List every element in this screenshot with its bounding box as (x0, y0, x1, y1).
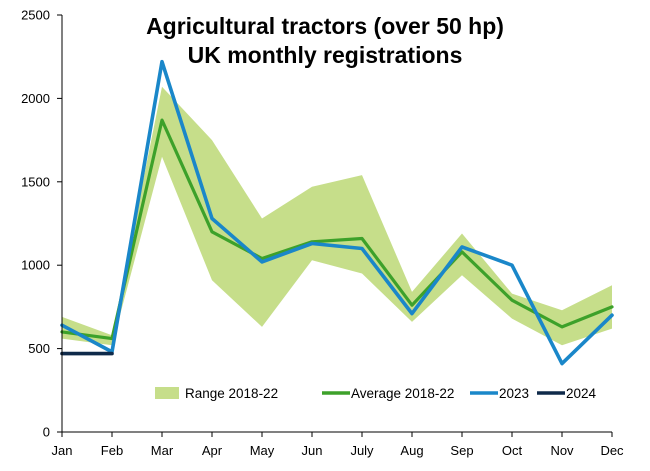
y-tick-label: 1500 (21, 174, 50, 189)
y-tick-label: 500 (28, 341, 50, 356)
plot-area (60, 59, 614, 366)
x-tick-label: Sep (450, 443, 473, 458)
x-tick-label: May (250, 443, 275, 458)
x-tick-label: Nov (550, 443, 574, 458)
series-line-2023 (60, 59, 614, 366)
y-tick-label: 2500 (21, 8, 50, 23)
chart-title-line-1: Agricultural tractors (over 50 hp) (146, 13, 504, 39)
legend-label-average: Average 2018-22 (351, 386, 454, 401)
x-tick-label: July (350, 443, 374, 458)
x-tick-label: Mar (151, 443, 174, 458)
x-tick-label: Jun (302, 443, 323, 458)
legend-label-2023: 2023 (499, 386, 529, 401)
x-tick-label: Aug (400, 443, 423, 458)
y-tick-label: 1000 (21, 258, 50, 273)
legend: Range 2018-22 Average 2018-22 2023 2024 (155, 386, 597, 401)
chart-title-line-2: UK monthly registrations (188, 42, 463, 68)
y-tick-label: 2000 (21, 91, 50, 106)
legend-swatch-range (155, 387, 179, 399)
x-tick-label: Oct (502, 443, 523, 458)
series-line-average-2018-22 (60, 118, 614, 341)
y-tick-label: 0 (43, 425, 50, 440)
x-tick-label: Apr (202, 443, 223, 458)
x-tick-label: Feb (101, 443, 123, 458)
legend-label-2024: 2024 (566, 386, 597, 401)
x-tick-label: Jan (52, 443, 73, 458)
legend-label-range: Range 2018-22 (185, 386, 278, 401)
x-tick-label: Dec (600, 443, 624, 458)
range-band (62, 86, 612, 346)
axes: 0 500 1000 1500 2000 2500 Jan Feb Mar Apr May Jun Ju… (21, 8, 624, 459)
